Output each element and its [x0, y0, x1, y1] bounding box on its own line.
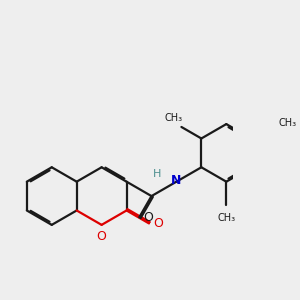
- Text: O: O: [144, 211, 153, 224]
- Text: CH₃: CH₃: [165, 112, 183, 123]
- Text: CH₃: CH₃: [217, 213, 236, 224]
- Text: CH₃: CH₃: [279, 118, 297, 128]
- Text: O: O: [97, 230, 106, 243]
- Text: N: N: [171, 174, 182, 187]
- Text: O: O: [153, 217, 163, 230]
- Text: H: H: [153, 169, 161, 179]
